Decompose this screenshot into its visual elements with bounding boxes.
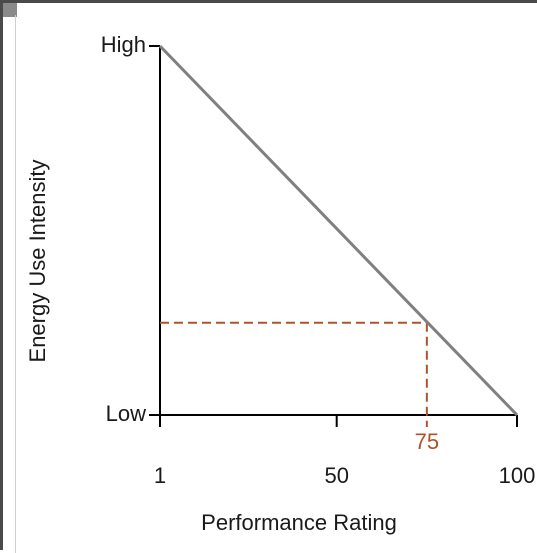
frame-inner-rule [15, 15, 16, 553]
labels: Low High 1 50 100 75 Performance Rating Energy … [25, 32, 535, 535]
x-tick-label: 1 [154, 463, 166, 488]
y-tick-label: Low [106, 401, 146, 426]
reference-x-label: 75 [415, 429, 439, 454]
reference-lines [160, 321, 428, 427]
x-tick-label: 50 [324, 463, 348, 488]
series-line [158, 44, 519, 417]
series [158, 44, 519, 417]
y-tick-label: High [101, 32, 146, 57]
frame-corner [3, 3, 17, 17]
y-axis-title: Energy Use Intensity [25, 160, 50, 363]
x-axis-title: Performance Rating [201, 510, 397, 535]
axes [149, 45, 518, 427]
x-tick-label: 100 [499, 463, 536, 488]
